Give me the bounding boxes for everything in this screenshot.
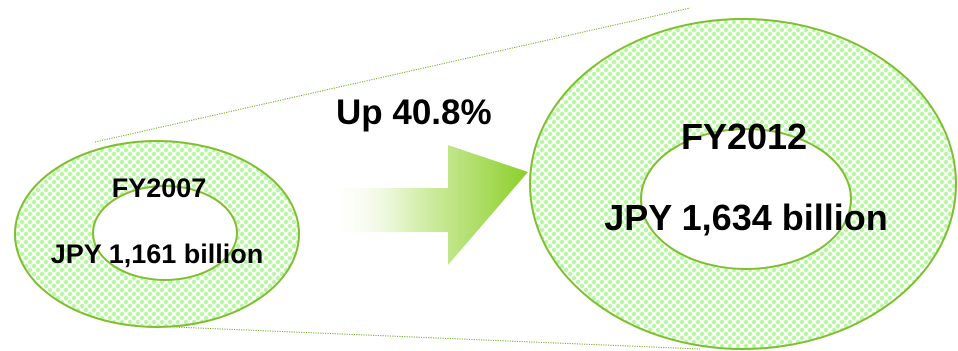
fy2012-amount-label: JPY 1,634 billion: [604, 197, 887, 238]
ring-fy2012: [529, 18, 957, 350]
fy2012-year-label: FY2012: [681, 116, 807, 157]
ring-fy2007: [14, 140, 300, 328]
ring-fy2012-inner: [640, 128, 852, 270]
top-connector-line: [94, 7, 691, 143]
ring-fy2007-inner: [92, 185, 238, 281]
bottom-connector-line: [149, 325, 701, 350]
fy2007-amount-label: JPY 1,161 billion: [51, 239, 264, 269]
growth-label: Up 40.8%: [336, 93, 492, 132]
fy2007-year-label: FY2007: [112, 173, 207, 203]
growth-arrow-icon: [325, 145, 528, 265]
